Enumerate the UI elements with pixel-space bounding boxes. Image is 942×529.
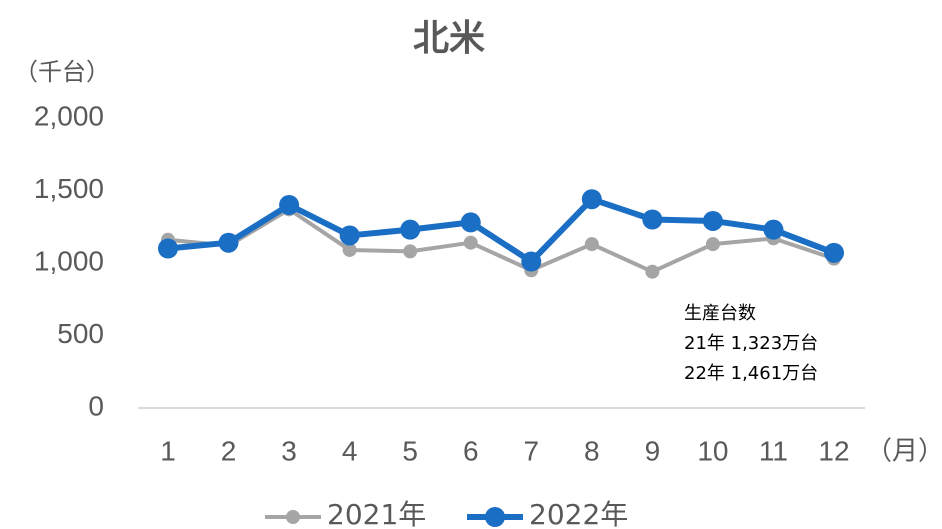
annotation: 生産台数	[684, 303, 756, 324]
point	[702, 210, 723, 231]
point	[339, 225, 360, 246]
y-tick-label: 0	[88, 390, 104, 421]
x-tick-label: 9	[645, 435, 661, 466]
point	[400, 219, 421, 240]
x-tick-label: 2	[221, 435, 237, 466]
x-tick-label: 3	[281, 435, 297, 466]
y-tick-label: 2,000	[34, 100, 104, 131]
legend-label: 2021年	[327, 498, 426, 529]
legend-marker	[286, 510, 300, 524]
point	[824, 242, 844, 263]
x-axis-label: （月）	[866, 437, 942, 467]
annotation: 21年 1,323万台	[684, 333, 818, 354]
point	[645, 264, 660, 279]
x-tick-label: 4	[342, 435, 358, 466]
x-tick-label: 6	[463, 435, 479, 466]
point	[642, 209, 663, 230]
annotation: 22年 1,461万台	[684, 363, 818, 384]
y-tick-label: 1,000	[34, 245, 104, 276]
x-tick-label: 10	[697, 435, 728, 466]
point	[584, 237, 599, 252]
x-tick-label: 11	[759, 435, 788, 466]
x-tick-label: 1	[160, 435, 176, 466]
point	[279, 195, 300, 215]
x-tick-label: 5	[402, 435, 418, 466]
point	[763, 219, 784, 240]
x-tick-label: 7	[523, 435, 539, 466]
x-tick-label: 8	[584, 435, 600, 466]
y-tick-label: 1,500	[34, 173, 104, 204]
point	[342, 242, 357, 257]
chart-title: 北米	[413, 18, 485, 59]
point	[521, 251, 542, 272]
point	[158, 238, 178, 259]
y-tick-label: 500	[57, 318, 104, 349]
point	[460, 212, 481, 233]
point	[218, 232, 239, 253]
legend-marker	[485, 507, 505, 527]
series-line	[167, 207, 835, 274]
point	[581, 189, 602, 210]
point	[463, 235, 478, 250]
series-line	[167, 196, 836, 265]
point	[705, 237, 720, 252]
x-tick-label: 12	[818, 435, 849, 466]
y-axis-label: （千台）	[14, 58, 110, 86]
point	[403, 244, 418, 259]
legend-label: 2022年	[529, 498, 628, 529]
